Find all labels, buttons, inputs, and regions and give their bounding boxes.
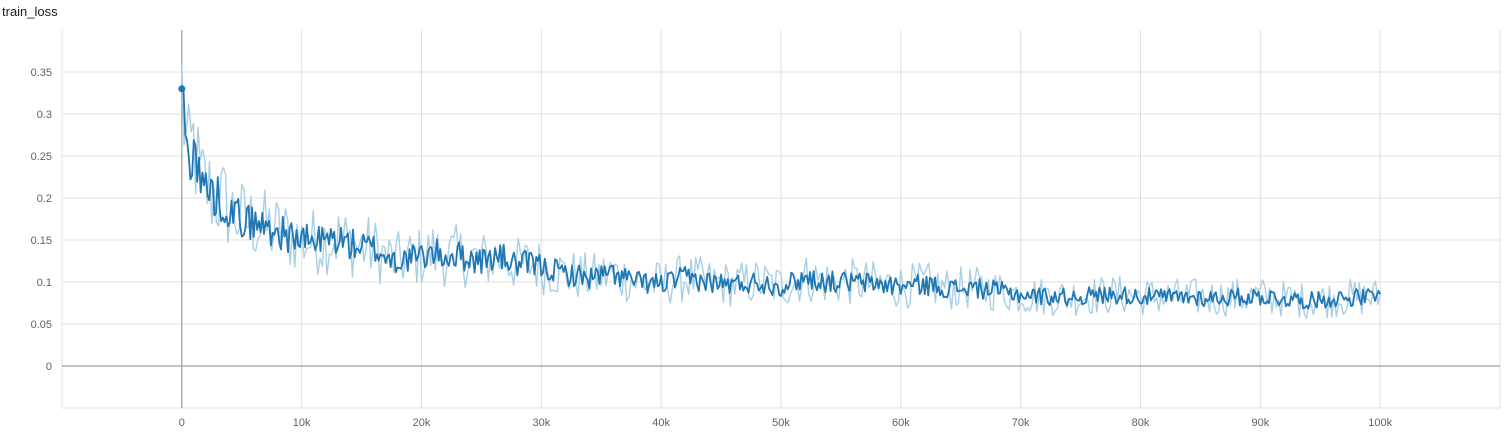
chart-title: train_loss [2,4,58,19]
x-tick-label: 50k [772,417,790,429]
y-tick-label: 0.3 [37,109,52,121]
axes [62,30,1500,408]
x-tick-label: 100k [1368,417,1392,429]
smoothed-loss-line [181,88,1382,310]
x-tick-label: 90k [1251,417,1269,429]
y-tick-label: 0.15 [31,235,52,247]
y-tick-label: 0.25 [31,151,52,163]
x-tick-label: 70k [1012,417,1030,429]
x-tick-label: 60k [892,417,910,429]
x-tick-label: 40k [652,417,670,429]
y-tick-label: 0.35 [31,67,52,79]
x-tick-label: 80k [1132,417,1150,429]
y-tick-label: 0.1 [37,277,52,289]
series-layer [178,64,1382,320]
x-tick-label: 30k [532,417,550,429]
raw-loss-line [181,64,1381,320]
grid-lines [61,30,1501,409]
x-tick-label: 0 [179,417,185,429]
x-tick-label: 20k [413,417,431,429]
start-point-marker [178,85,186,93]
x-tick-label: 10k [293,417,311,429]
y-tick-label: 0.05 [31,319,52,331]
y-tick-label: 0 [46,361,52,373]
tick-labels: 0 10k 20k 30k 40k 50k 60k 70k 80k 90k 100k 0 0.05 0.1… [31,67,1393,429]
y-tick-label: 0.2 [37,193,52,205]
